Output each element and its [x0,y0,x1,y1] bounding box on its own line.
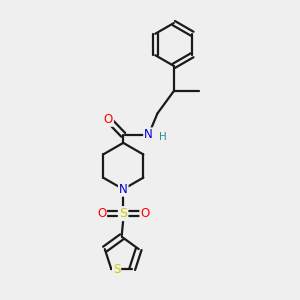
Text: O: O [97,207,106,220]
Text: S: S [113,262,120,275]
Text: N: N [144,128,153,141]
Text: O: O [140,207,150,220]
Text: N: N [119,183,128,196]
Text: O: O [104,113,113,126]
Text: S: S [119,207,127,220]
Text: H: H [160,132,167,142]
